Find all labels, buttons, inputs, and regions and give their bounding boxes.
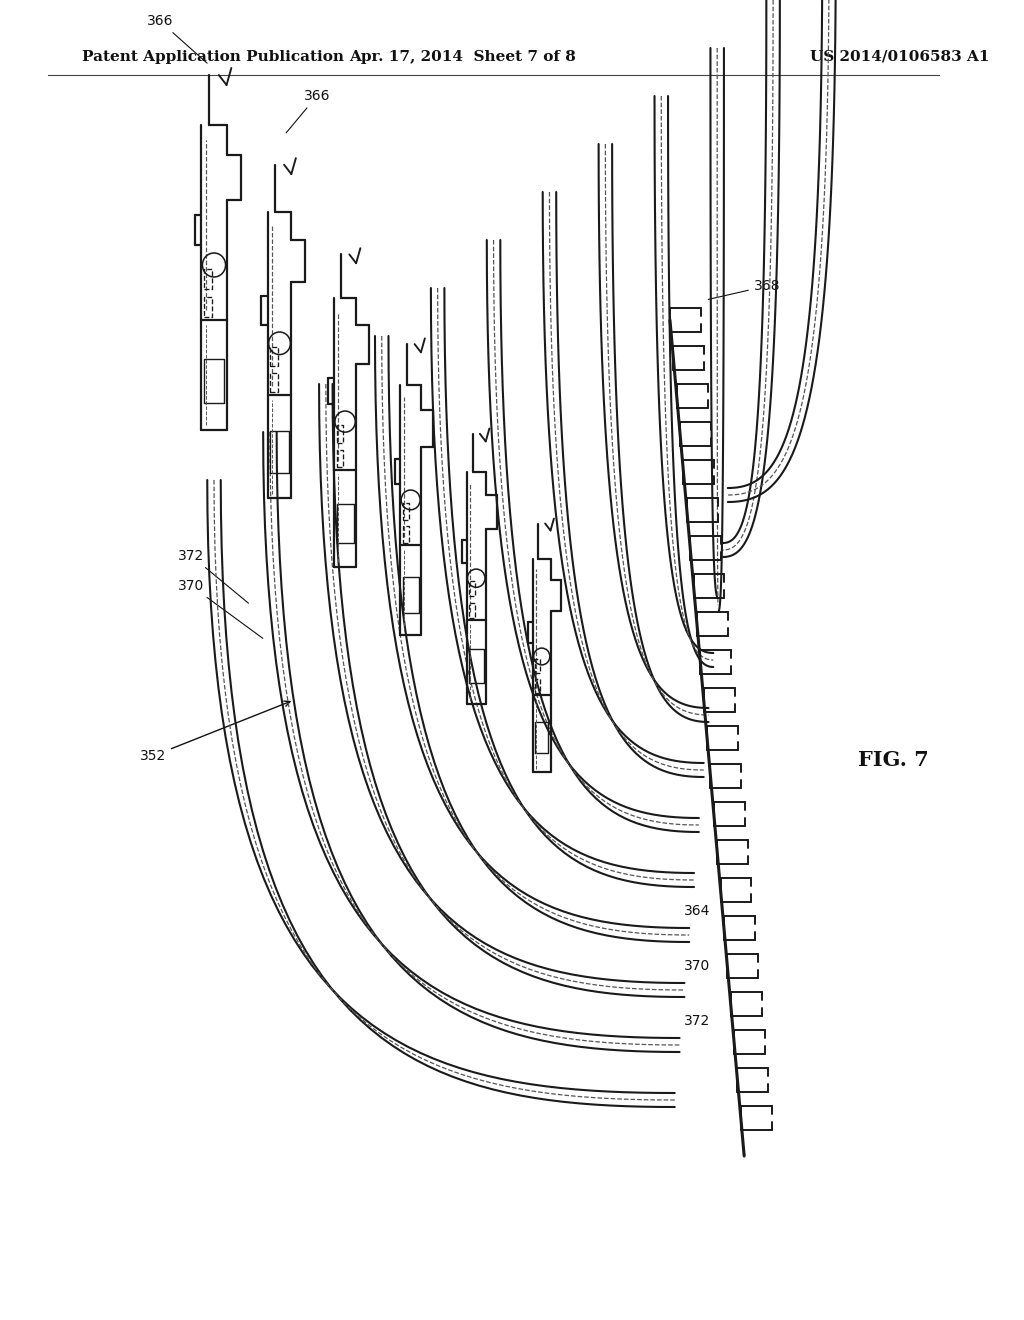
Bar: [205, 269, 212, 289]
Text: 352: 352: [139, 701, 290, 763]
Bar: [469, 581, 475, 597]
Text: Patent Application Publication: Patent Application Publication: [82, 50, 344, 63]
Text: 370: 370: [684, 960, 711, 973]
Bar: [270, 374, 278, 392]
Text: FIG. 7: FIG. 7: [858, 750, 929, 770]
Bar: [469, 602, 475, 618]
Bar: [402, 503, 409, 520]
Text: 364: 364: [684, 904, 711, 917]
Bar: [205, 297, 212, 317]
Bar: [402, 527, 409, 543]
Text: Apr. 17, 2014  Sheet 7 of 8: Apr. 17, 2014 Sheet 7 of 8: [349, 50, 577, 63]
Text: 366: 366: [286, 88, 330, 133]
Text: 368: 368: [709, 279, 780, 300]
Text: 372: 372: [684, 1014, 711, 1028]
Text: 366: 366: [146, 15, 207, 63]
Bar: [337, 425, 343, 442]
Bar: [337, 450, 343, 467]
Bar: [535, 659, 541, 673]
Text: 370: 370: [178, 579, 263, 639]
Text: US 2014/0106583 A1: US 2014/0106583 A1: [810, 50, 989, 63]
Bar: [270, 347, 278, 366]
Text: 372: 372: [178, 549, 249, 603]
Bar: [535, 678, 541, 693]
